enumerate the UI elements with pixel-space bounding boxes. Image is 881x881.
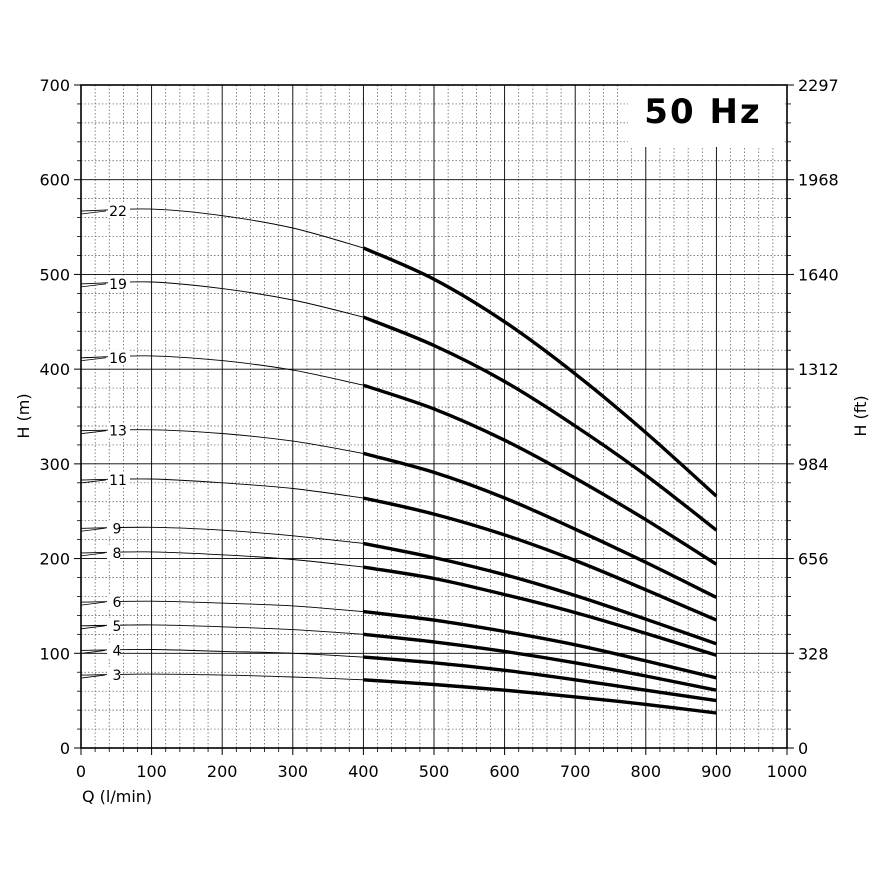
stage-label-8: 8 bbox=[113, 546, 122, 562]
curve-9-operating-range bbox=[363, 541, 717, 646]
y-tick-label-right: 2297 bbox=[798, 76, 839, 95]
stage-label-6: 6 bbox=[113, 595, 122, 611]
curve-3-full-range bbox=[80, 673, 364, 681]
x-tick-label: 0 bbox=[76, 762, 86, 781]
curve-16-operating-range bbox=[362, 383, 718, 566]
stage-label-bg-9 bbox=[107, 520, 120, 536]
stage-label-bg-5 bbox=[107, 617, 120, 633]
y-tick-label-right: 1640 bbox=[798, 265, 839, 284]
x-tick-label: 600 bbox=[489, 762, 520, 781]
x-tick-label: 900 bbox=[701, 762, 732, 781]
curve-5-operating-range bbox=[363, 632, 717, 692]
y-tick-label-right: 328 bbox=[798, 644, 829, 663]
curve-11-operating-range bbox=[363, 496, 718, 622]
stage-leader-5 bbox=[80, 625, 106, 630]
stage-leader-11 bbox=[80, 479, 107, 484]
x-tick-label: 1000 bbox=[767, 762, 808, 781]
curve-8-operating-range bbox=[363, 565, 717, 657]
stage-label-22: 22 bbox=[109, 204, 127, 220]
curve-13-operating-range bbox=[362, 451, 718, 599]
frequency-badge: 50 Hz bbox=[628, 86, 785, 147]
y-tick-label-right: 1968 bbox=[798, 171, 839, 190]
stage-label-bg-16 bbox=[108, 349, 130, 365]
x-tick-label: 800 bbox=[631, 762, 662, 781]
curve-4-operating-range bbox=[363, 655, 717, 703]
x-tick-label: 700 bbox=[560, 762, 591, 781]
y-tick-label-right: 1312 bbox=[798, 360, 839, 379]
stage-label-3: 3 bbox=[113, 668, 122, 684]
stage-label-11: 11 bbox=[109, 473, 127, 489]
curve-5-full-range bbox=[80, 624, 364, 635]
stage-leader-13 bbox=[80, 430, 107, 435]
stage-label-9: 9 bbox=[113, 521, 122, 537]
performance-curves: 22 19 16 13 11 9 8 6 5 4 3 bbox=[80, 202, 718, 715]
stage-leader-4 bbox=[80, 650, 106, 654]
y-tick-label-right: 984 bbox=[798, 455, 829, 474]
curve-9-full-range bbox=[80, 526, 364, 544]
x-axis-title: Q (l/min) bbox=[82, 787, 152, 806]
x-tick-label: 300 bbox=[278, 762, 309, 781]
stage-leader-9 bbox=[80, 527, 106, 532]
y-tick-label-left: 0 bbox=[60, 739, 70, 758]
y-tick-label-left: 200 bbox=[39, 550, 70, 569]
stage-label-bg-19 bbox=[108, 275, 130, 291]
y-tick-label-left: 700 bbox=[39, 76, 70, 95]
stage-leader-8 bbox=[80, 552, 106, 557]
curve-3-operating-range bbox=[363, 678, 717, 715]
stage-leader-22 bbox=[80, 210, 107, 215]
y-axis-title-left: H (m) bbox=[14, 393, 33, 438]
curve-8-full-range bbox=[80, 551, 364, 568]
y-tick-label-left: 100 bbox=[39, 644, 70, 663]
plot-frame bbox=[80, 84, 788, 749]
stage-label-bg-6 bbox=[107, 594, 120, 610]
stage-label-bg-22 bbox=[108, 202, 130, 218]
stage-label-13: 13 bbox=[109, 424, 127, 440]
x-tick-label: 200 bbox=[207, 762, 238, 781]
stage-label-5: 5 bbox=[113, 619, 122, 635]
curve-22-operating-range bbox=[362, 246, 718, 498]
stage-label-bg-4 bbox=[107, 642, 120, 658]
x-tick-label: 100 bbox=[136, 762, 167, 781]
frequency-label: 50 Hz bbox=[644, 92, 761, 132]
stage-label-16: 16 bbox=[109, 351, 127, 367]
curve-4-full-range bbox=[80, 649, 364, 658]
y-tick-label-right: 0 bbox=[798, 739, 808, 758]
y-tick-label-right: 656 bbox=[798, 550, 829, 569]
grid bbox=[81, 85, 787, 748]
y-tick-label-left: 300 bbox=[39, 455, 70, 474]
y-tick-label-left: 500 bbox=[39, 265, 70, 284]
curve-6-operating-range bbox=[363, 609, 717, 680]
x-tick-label: 500 bbox=[419, 762, 450, 781]
axis-ticks: 0 100 200 300 400 500 600 700 800 900 1000 0 100 200 3… bbox=[39, 76, 838, 781]
curve-19-operating-range bbox=[362, 315, 718, 532]
y-tick-label-left: 400 bbox=[39, 360, 70, 379]
y-axis-title-right: H (ft) bbox=[851, 395, 870, 436]
stage-label-19: 19 bbox=[109, 277, 127, 293]
stage-leader-16 bbox=[80, 357, 107, 362]
stage-label-bg-13 bbox=[108, 422, 130, 438]
stage-leader-6 bbox=[80, 601, 106, 606]
y-tick-label-left: 600 bbox=[39, 171, 70, 190]
curve-6-full-range bbox=[80, 600, 364, 613]
stage-label-bg-3 bbox=[107, 667, 120, 683]
x-tick-label: 400 bbox=[348, 762, 379, 781]
stage-leader-3 bbox=[80, 674, 106, 679]
stage-label-bg-8 bbox=[107, 544, 120, 560]
stage-label-4: 4 bbox=[113, 643, 122, 659]
stage-label-bg-11 bbox=[108, 471, 130, 487]
stage-leader-19 bbox=[80, 283, 107, 288]
